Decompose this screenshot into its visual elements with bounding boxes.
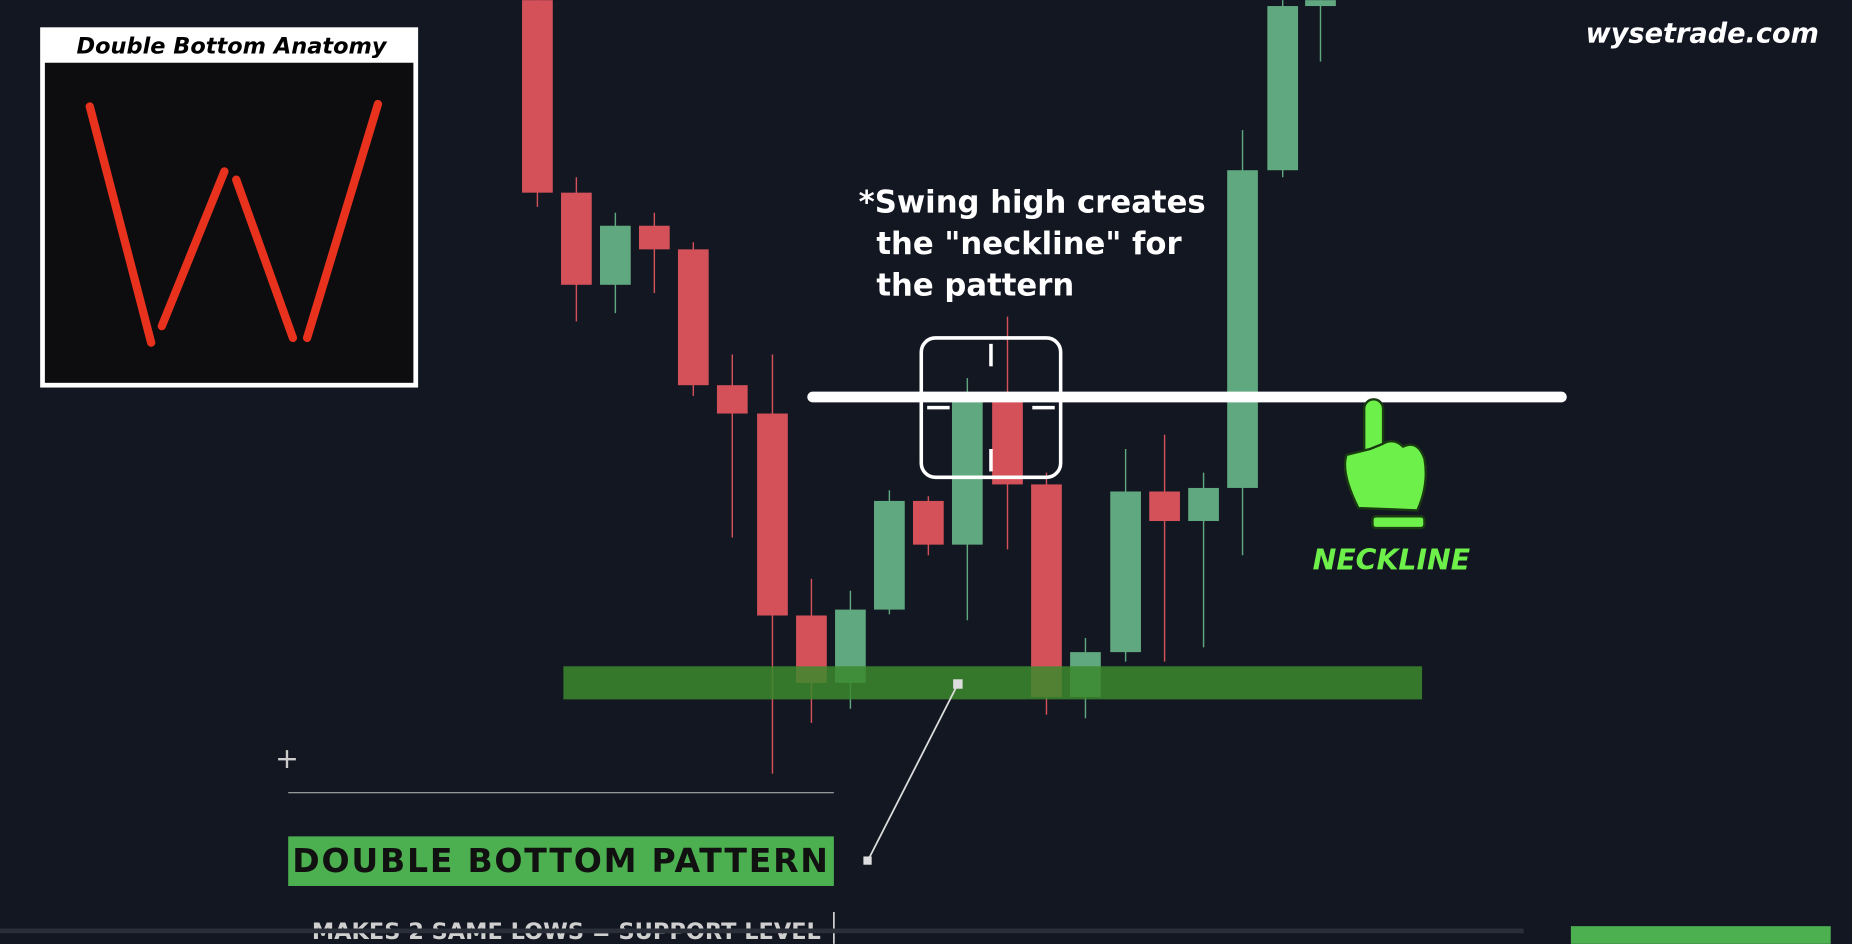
annotation-line: *Swing high creates: [859, 186, 1206, 221]
annotation-line: the pattern: [876, 268, 1074, 303]
inset: Double Bottom Anatomy: [40, 27, 419, 388]
scrollbar: [0, 928, 1524, 934]
anchor: [863, 856, 872, 865]
annotation-line: the "neckline" for: [876, 227, 1182, 262]
pattern-title: DOUBLE BOTTOM PATTERN: [292, 841, 829, 880]
pattern-badge: [288, 836, 834, 886]
connector: [867, 683, 959, 861]
cursor: +: [275, 742, 299, 775]
brand: wysetrade.com: [1586, 19, 1819, 50]
support-zone: [563, 666, 1423, 700]
neckline-label: NECKLINE: [1313, 543, 1470, 576]
crosshair: [919, 336, 1063, 480]
inset-title: Double Bottom Anatomy: [77, 33, 388, 59]
hand-icon: [1343, 398, 1427, 530]
progress: [1570, 926, 1831, 944]
